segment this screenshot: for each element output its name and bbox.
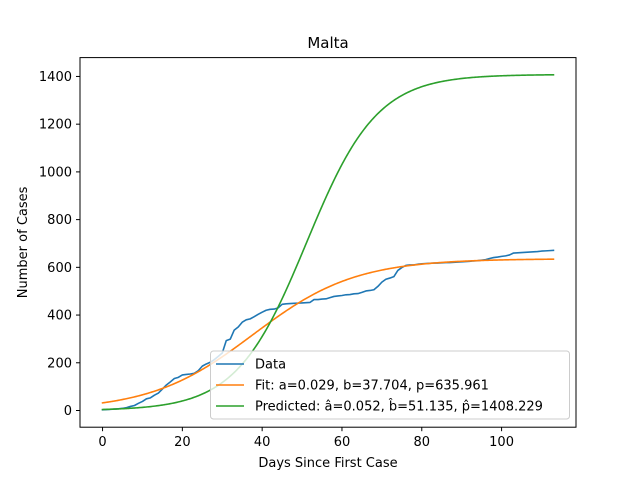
series-line-2: [101, 73, 555, 411]
y-tick-label: 200: [47, 356, 72, 371]
chart-title: Malta: [307, 34, 348, 52]
legend-label: Data: [255, 358, 286, 373]
series-layer: [101, 73, 555, 411]
y-axis: 0 200 400 600 800 1000 1200 1400: [39, 70, 80, 419]
x-axis-label: Days Since First Case: [258, 456, 397, 471]
legend-label: Predicted: â=0.052, b̂=51.135, p̂=1408.2…: [255, 399, 543, 414]
x-tick-label: 0: [98, 435, 106, 450]
y-tick-label: 0: [64, 404, 72, 419]
x-tick-label: 80: [413, 435, 430, 450]
y-tick-label: 1000: [39, 165, 72, 180]
plot-area-frame: [79, 57, 577, 428]
x-tick-label: 100: [489, 435, 514, 450]
y-tick-label: 800: [47, 213, 72, 228]
legend: Data Fit: a=0.029, b=37.704, p=635.961 Pre…: [210, 350, 570, 420]
y-tick-label: 1200: [39, 118, 72, 133]
y-tick-label: 400: [47, 309, 72, 324]
x-tick-label: 40: [254, 435, 271, 450]
x-tick-label: 20: [174, 435, 191, 450]
y-axis-label: Number of Cases: [16, 186, 31, 298]
x-tick-label: 60: [334, 435, 351, 450]
x-axis: 0 20 40 60 80 100: [98, 427, 514, 450]
y-tick-label: 600: [47, 261, 72, 276]
legend-box: [210, 350, 570, 420]
series-line-1: [101, 258, 555, 404]
y-tick-label: 1400: [39, 70, 72, 85]
legend-label: Fit: a=0.029, b=37.704, p=635.961: [255, 379, 489, 394]
